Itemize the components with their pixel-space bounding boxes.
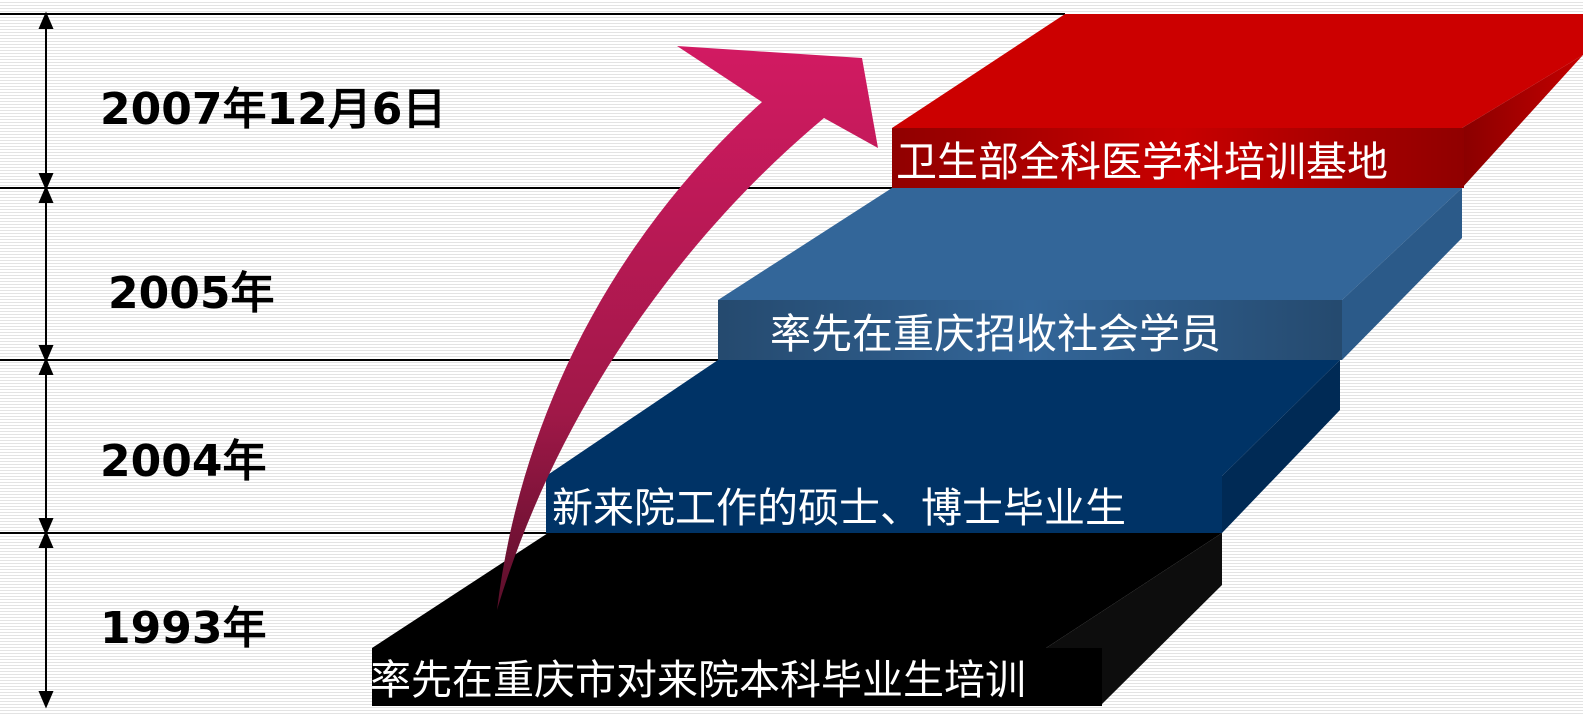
- year-label-2004: 2004年: [100, 436, 267, 487]
- step-label-2007: 卫生部全科医学科培训基地: [896, 138, 1388, 186]
- step-label-2005: 率先在重庆招收社会学员: [770, 310, 1221, 358]
- year-label-2007: 2007年12月6日: [100, 84, 447, 135]
- step-2004: [546, 360, 1340, 533]
- step-label-1993: 率先在重庆市对来院本科毕业生培训: [370, 656, 1026, 704]
- year-label-2005: 2005年: [108, 268, 275, 319]
- growth-arrow: [497, 46, 878, 610]
- step-1993: [372, 533, 1222, 706]
- year-label-1993: 1993年: [100, 603, 267, 654]
- step-2007: [892, 14, 1583, 188]
- step-2005: [718, 188, 1462, 360]
- timeline-arrows: [38, 11, 54, 709]
- step-label-2004: 新来院工作的硕士、博士毕业生: [552, 484, 1126, 532]
